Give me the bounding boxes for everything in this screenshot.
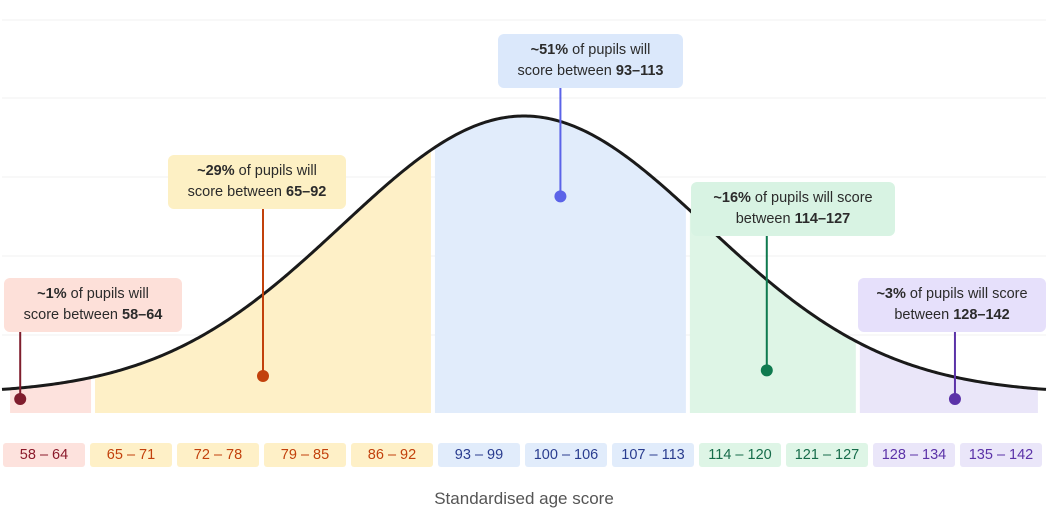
annotation-text: of pupils will score xyxy=(905,286,1028,302)
annotation-marker xyxy=(257,370,269,383)
x-bin-label: 107 – 113 xyxy=(612,443,694,467)
band-areas xyxy=(10,116,1038,414)
annotation-marker xyxy=(554,190,567,203)
annotation-text: score between xyxy=(517,63,616,79)
annotation-text: of pupils will score xyxy=(750,190,873,206)
annotation-box: ~1% of pupils will score between 58–64 xyxy=(4,278,182,332)
band-area-4 xyxy=(859,343,1038,413)
annotation-range: 65–92 xyxy=(286,184,327,200)
annotation-marker xyxy=(760,364,773,377)
band-area-0 xyxy=(10,377,92,413)
distribution-curve xyxy=(1,114,1047,391)
annotation-range: 114–127 xyxy=(794,211,851,227)
annotation-marker xyxy=(14,393,27,405)
annotation-percent: ~29% xyxy=(197,163,235,179)
x-bin-label: 135 – 142 xyxy=(960,443,1042,467)
band-area-3 xyxy=(689,210,856,413)
x-bin-label: 58 – 64 xyxy=(3,443,85,467)
annotation-text: of pupils will xyxy=(568,42,651,58)
x-bin-label: 72 – 78 xyxy=(177,443,259,467)
annotation-range: 93–113 xyxy=(615,63,664,79)
x-bin-label: 100 – 106 xyxy=(525,443,607,467)
annotation-percent: ~3% xyxy=(876,286,906,302)
annotation-text: score between xyxy=(23,307,122,323)
annotation-marker xyxy=(948,393,961,405)
annotation-range: 128–142 xyxy=(953,307,1010,323)
x-bin-label: 114 – 120 xyxy=(699,443,781,467)
annotation-leaders xyxy=(14,86,961,405)
annotation-text: between xyxy=(894,307,954,323)
x-axis-label: Standardised age score xyxy=(434,489,614,508)
band-area-1 xyxy=(95,150,431,414)
annotation-box: ~51% of pupils will score between 93–113 xyxy=(498,34,683,88)
annotation-box: ~3% of pupils will score between 128–142 xyxy=(858,278,1046,332)
annotation-range: 58–64 xyxy=(122,307,163,323)
annotation-box: ~29% of pupils will score between 65–92 xyxy=(168,155,346,209)
annotation-text: of pupils will xyxy=(234,163,317,179)
x-bin-label: 121 – 127 xyxy=(786,443,868,467)
x-bin-label: 93 – 99 xyxy=(438,443,520,467)
annotation-percent: ~1% xyxy=(37,286,67,302)
x-bin-label: 86 – 92 xyxy=(351,443,433,467)
annotation-text: of pupils will xyxy=(66,286,149,302)
band-area-2 xyxy=(434,116,686,413)
annotation-box: ~16% of pupils will score between 114–127 xyxy=(691,182,895,236)
annotation-percent: ~16% xyxy=(713,190,751,206)
x-bin-label: 79 – 85 xyxy=(264,443,346,467)
annotation-text: score between xyxy=(187,184,286,200)
annotation-percent: ~51% xyxy=(530,42,569,58)
x-bin-label: 128 – 134 xyxy=(873,443,955,467)
annotation-text: between xyxy=(735,211,795,227)
x-bin-label: 65 – 71 xyxy=(90,443,172,467)
